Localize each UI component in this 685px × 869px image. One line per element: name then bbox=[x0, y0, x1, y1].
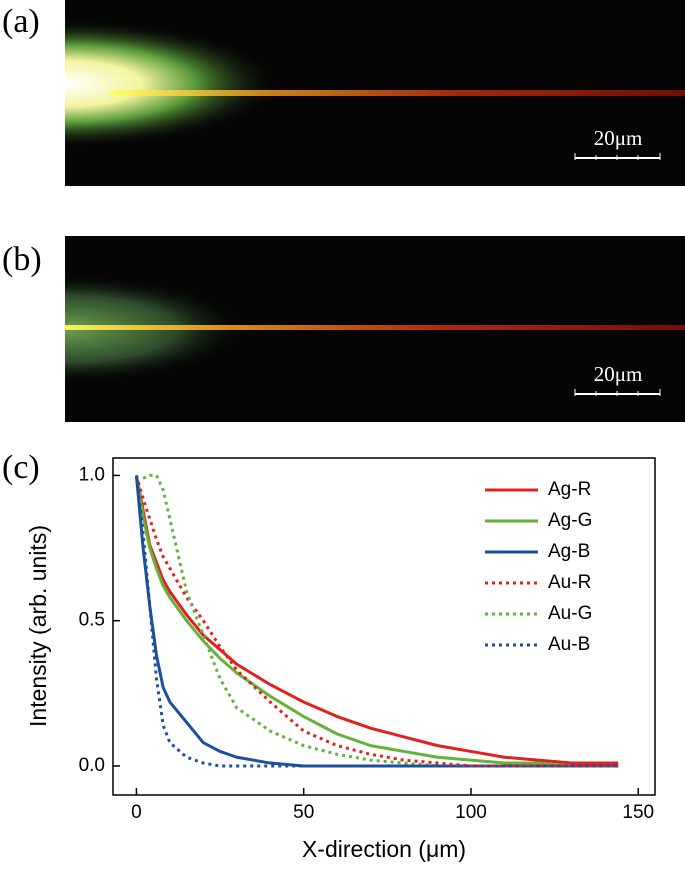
y-tick-label: 1.0 bbox=[79, 464, 105, 485]
panel-label: (b) bbox=[2, 241, 42, 278]
image-b: 20μm bbox=[65, 236, 685, 422]
x-tick-label: 0 bbox=[131, 802, 142, 823]
series-line bbox=[134, 475, 619, 768]
series-line bbox=[134, 475, 619, 765]
y-axis-label: Intensity (arb. units) bbox=[25, 525, 51, 727]
series-line bbox=[142, 473, 619, 768]
x-tick-label: 150 bbox=[622, 802, 654, 823]
plot-frame bbox=[112, 457, 656, 796]
image-a: 20μm bbox=[65, 0, 685, 186]
scale-bar-label: 20μm bbox=[594, 362, 643, 386]
series-line bbox=[134, 475, 619, 768]
scale-bar-label: 20μm bbox=[594, 126, 643, 150]
legend-label: Au-B bbox=[548, 634, 590, 655]
x-tick-label: 50 bbox=[293, 802, 314, 823]
series-line bbox=[134, 475, 619, 768]
legend-label: Ag-R bbox=[548, 479, 591, 500]
legend-label: Ag-G bbox=[548, 510, 592, 531]
y-tick-label: 0.0 bbox=[79, 755, 105, 776]
panel-label: (a) bbox=[2, 3, 40, 40]
legend-label: Au-R bbox=[548, 572, 591, 593]
legend-label: Ag-B bbox=[548, 541, 590, 562]
x-tick-label: 100 bbox=[455, 802, 487, 823]
panel-label: (c) bbox=[2, 449, 40, 486]
y-tick-label: 0.5 bbox=[79, 610, 105, 631]
legend-label: Au-G bbox=[548, 603, 592, 624]
x-axis-label: X-direction (μm) bbox=[302, 836, 466, 862]
series-line bbox=[134, 475, 619, 768]
